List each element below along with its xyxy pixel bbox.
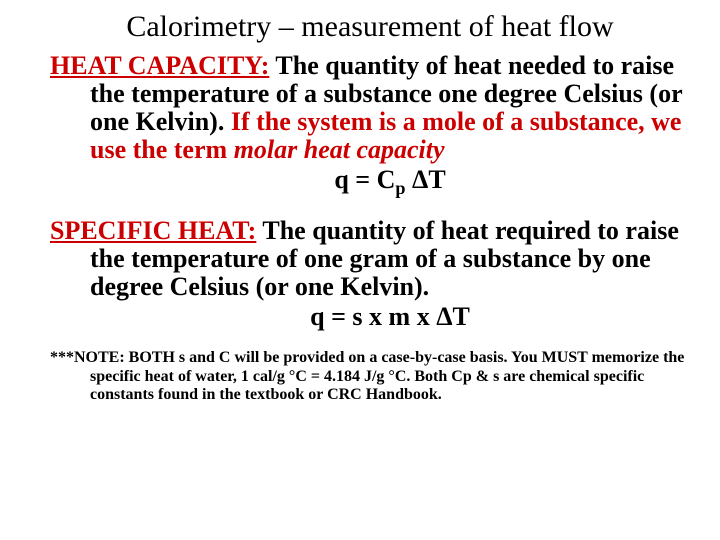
heat-capacity-term: HEAT CAPACITY: bbox=[50, 51, 269, 80]
slide-title: Calorimetry – measurement of heat flow bbox=[50, 10, 690, 44]
heat-capacity-emph-italic: molar heat capacity bbox=[234, 135, 445, 164]
heat-capacity-formula: q = Cp ΔT bbox=[90, 166, 690, 199]
formula-subscript: p bbox=[395, 179, 405, 199]
specific-heat-term: SPECIFIC HEAT: bbox=[50, 216, 256, 245]
note-prefix: ***NOTE: bbox=[50, 349, 125, 366]
specific-heat-block: SPECIFIC HEAT: The quantity of heat requ… bbox=[50, 217, 690, 331]
heat-capacity-block: HEAT CAPACITY: The quantity of heat need… bbox=[50, 52, 690, 199]
note-block: ***NOTE: BOTH s and C will be provided o… bbox=[50, 349, 690, 404]
note-text: BOTH s and C will be provided on a case-… bbox=[90, 349, 684, 403]
specific-heat-formula: q = s x m x ΔT bbox=[90, 303, 690, 331]
formula-rhs: ΔT bbox=[406, 165, 446, 194]
formula-lhs: q = C bbox=[334, 165, 395, 194]
slide-container: Calorimetry – measurement of heat flow H… bbox=[0, 0, 720, 415]
